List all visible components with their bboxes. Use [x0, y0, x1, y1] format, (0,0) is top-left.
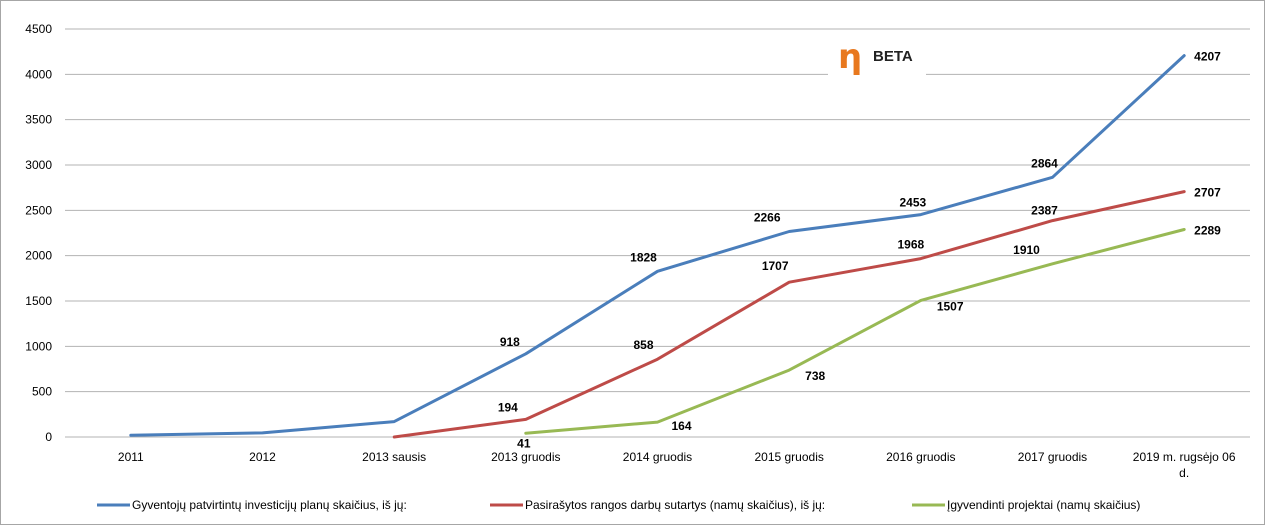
series-line-1	[129, 54, 1186, 437]
data-label: 1968	[897, 238, 924, 252]
data-label: 194	[498, 400, 518, 414]
x-tick-label: 2015 gruodis	[754, 450, 823, 464]
x-tick-label: 2014 gruodis	[623, 450, 692, 464]
data-label: 2864	[1031, 156, 1058, 170]
data-label: 41	[517, 436, 531, 450]
data-label: 4207	[1194, 50, 1221, 64]
y-tick-label: 1500	[25, 294, 52, 308]
x-tick-label: 2013 sausis	[362, 450, 426, 464]
x-axis: 2011 2012 2013 sausis 2013 gruodis 2014 gruo…	[118, 450, 1236, 480]
data-label: 2289	[1194, 223, 1221, 237]
data-label: 738	[805, 369, 825, 383]
x-tick-label: 2013 gruodis	[491, 450, 560, 464]
series-lines	[129, 54, 1186, 439]
legend: Gyventojų patvirtintų investicijų planų …	[97, 498, 1140, 512]
gridlines	[65, 28, 1250, 438]
y-tick-label: 4500	[25, 22, 52, 36]
x-tick-label: 2011	[118, 450, 144, 464]
y-tick-label: 1000	[25, 339, 52, 353]
data-label: 2453	[899, 196, 926, 210]
data-label: 2707	[1194, 186, 1221, 200]
data-label: 164	[672, 419, 692, 433]
y-axis: 0 500 1000 1500 2000 2500 3000 3500 4000 4500	[25, 22, 52, 444]
x-tick-label: 2016 gruodis	[886, 450, 955, 464]
y-tick-label: 0	[45, 430, 52, 444]
y-tick-label: 500	[32, 385, 52, 399]
data-labels: 918 1828 2266 2453 2864 4207 194 858 1707 1968 238…	[498, 50, 1221, 451]
y-tick-label: 2500	[25, 203, 52, 217]
data-label: 2387	[1031, 204, 1058, 218]
legend-label: Gyventojų patvirtintų investicijų planų …	[132, 498, 407, 512]
series-line-2	[392, 190, 1186, 439]
data-label: 918	[500, 335, 520, 349]
y-tick-label: 3500	[25, 113, 52, 127]
beta-logo: η BETA	[828, 36, 926, 77]
x-tick-label: 2019 m. rugsėjo 06 d.	[1133, 450, 1236, 480]
x-tick-label: 2012	[249, 450, 276, 464]
logo-text: BETA	[873, 48, 913, 65]
y-tick-label: 4000	[25, 67, 52, 81]
legend-label: Pasirašytos rangos darbų sutartys (namų …	[525, 498, 825, 512]
logo-background	[828, 36, 926, 76]
series-line-3	[524, 228, 1186, 435]
legend-label: Įgyvendinti projektai (namų skaičius)	[947, 498, 1140, 512]
data-label: 1910	[1013, 243, 1040, 257]
y-tick-label: 2000	[25, 249, 52, 263]
data-label: 1828	[630, 250, 657, 264]
data-label: 1507	[937, 299, 964, 313]
data-label: 2266	[754, 211, 781, 225]
data-label: 858	[633, 338, 653, 352]
x-tick-label: 2017 gruodis	[1018, 450, 1087, 464]
data-label: 1707	[762, 259, 789, 273]
y-tick-label: 3000	[25, 158, 52, 172]
eta-logo-icon: η	[838, 37, 862, 77]
